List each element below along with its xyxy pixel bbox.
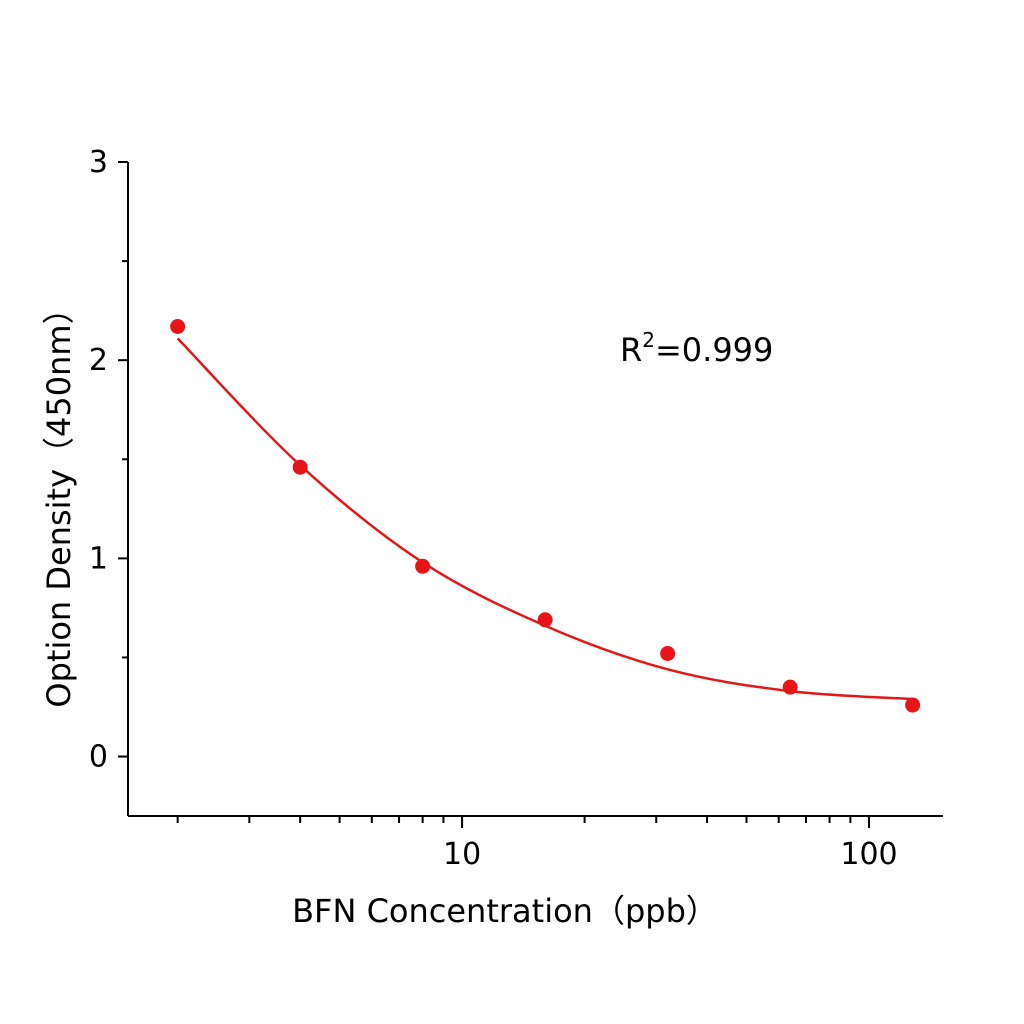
y-tick-label: 1	[89, 541, 108, 576]
data-point	[292, 459, 308, 475]
y-tick-label: 2	[89, 343, 108, 378]
data-point	[537, 612, 553, 628]
data-point	[782, 679, 798, 695]
y-axis-label: Option Density（450nm）	[40, 292, 78, 707]
data-point	[660, 645, 676, 661]
data-points	[170, 318, 921, 713]
y-tick-label: 0	[89, 740, 108, 775]
tick-labels: 0 1 2 3 10 100	[89, 145, 898, 872]
r-squared-annotation: R2=0.999	[620, 328, 773, 369]
fit-curve	[176, 337, 913, 701]
x-tick-label: 10	[443, 837, 481, 872]
data-point	[415, 558, 431, 574]
x-tick-label: 100	[840, 837, 897, 872]
data-point	[170, 318, 186, 334]
x-axis-label: BFN Concentration（ppb）	[292, 892, 718, 930]
y-tick-label: 3	[89, 145, 108, 180]
data-point	[905, 697, 921, 713]
axes	[118, 161, 943, 828]
